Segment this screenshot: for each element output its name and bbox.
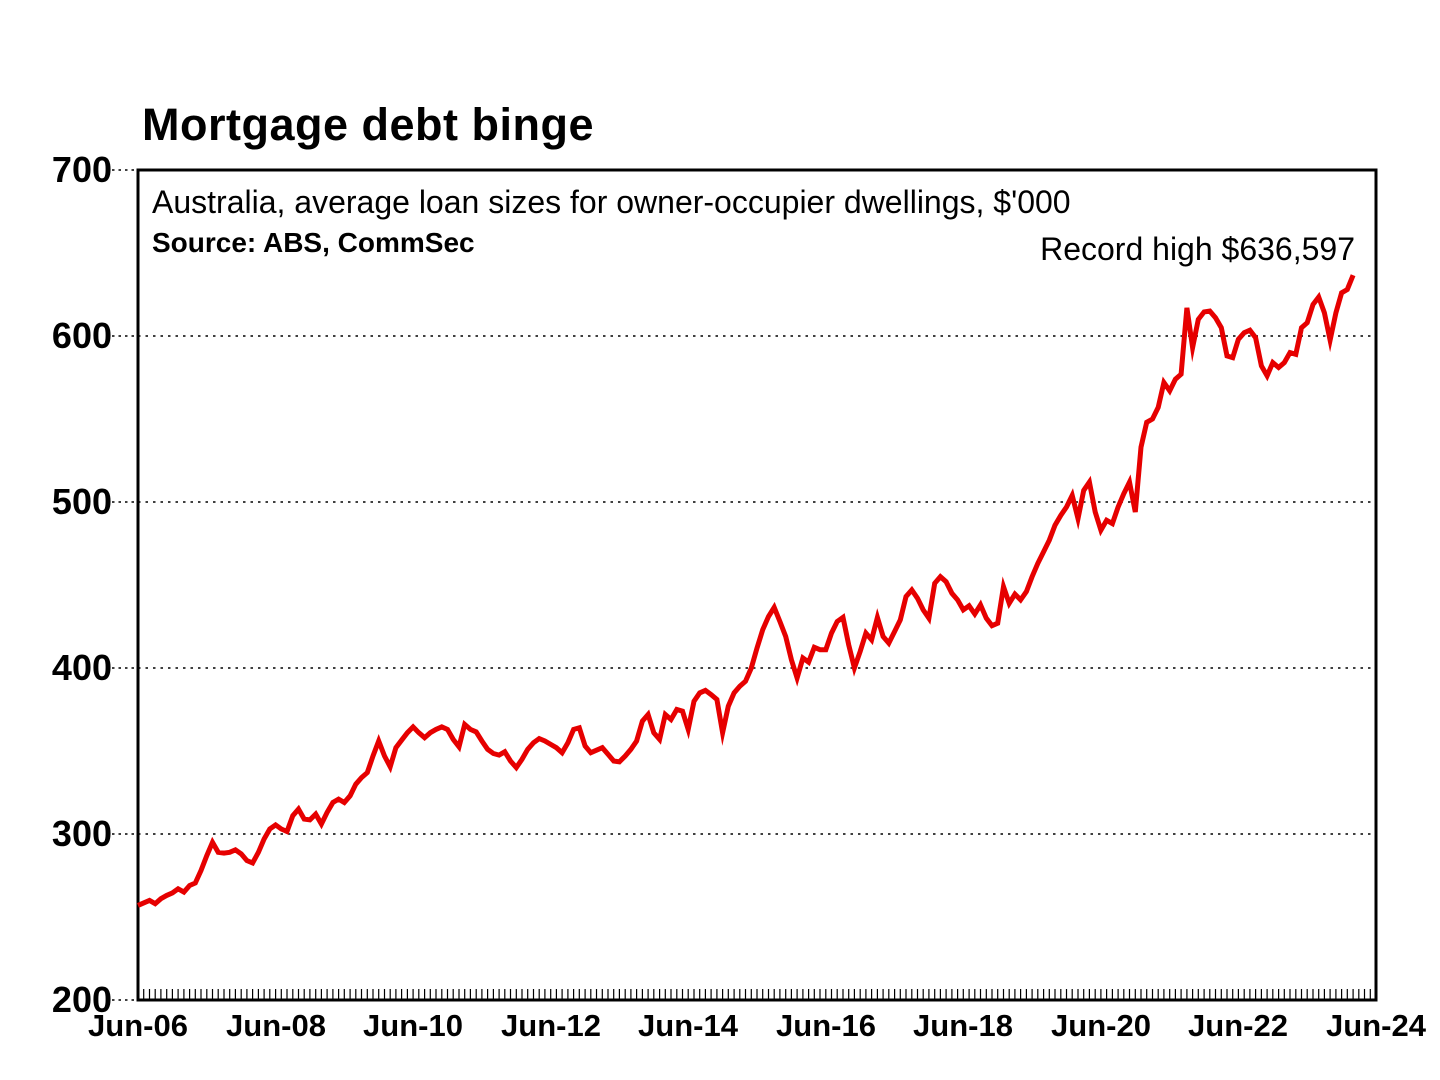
y-axis-label-600: 600 (51, 315, 112, 356)
x-axis-label-Jun-24: Jun-24 (1326, 1008, 1426, 1043)
x-axis-label-Jun-20: Jun-20 (1051, 1008, 1151, 1043)
x-axis-label-Jun-08: Jun-08 (226, 1008, 326, 1043)
loan-size-line (136, 274, 1356, 908)
x-axis-label-Jun-10: Jun-10 (363, 1008, 463, 1043)
x-axis-label-Jun-18: Jun-18 (913, 1008, 1013, 1043)
chart-subtitle: Australia, average loan sizes for owner-… (152, 184, 1071, 220)
x-axis-label-Jun-06: Jun-06 (88, 1008, 188, 1043)
y-axis-label-200: 200 (51, 979, 112, 1020)
x-axis-label-Jun-12: Jun-12 (501, 1008, 601, 1043)
x-axis-label-Jun-22: Jun-22 (1188, 1008, 1288, 1043)
y-axis-label-500: 500 (51, 481, 112, 522)
x-axis-label-Jun-16: Jun-16 (776, 1008, 876, 1043)
chart-title: Mortgage debt binge (142, 99, 594, 150)
plot-border (136, 168, 1378, 1002)
y-axis-label-300: 300 (51, 813, 112, 854)
y-axis-label-700: 700 (51, 149, 112, 190)
x-axis-label-Jun-14: Jun-14 (638, 1008, 738, 1043)
chart-source-note: Source: ABS, CommSec (152, 227, 475, 258)
y-axis-label-400: 400 (51, 647, 112, 688)
record-high-annotation: Record high $636,597 (1040, 231, 1355, 267)
